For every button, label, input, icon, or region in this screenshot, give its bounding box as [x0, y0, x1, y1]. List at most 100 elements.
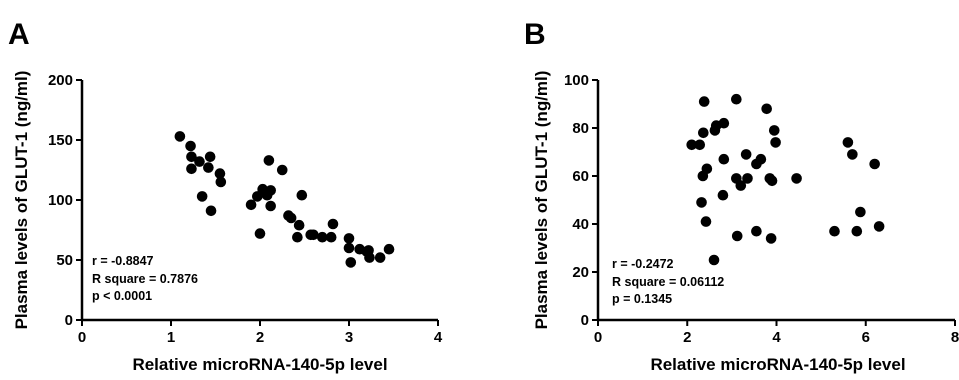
panel-b-x-tick-label: 6 [862, 329, 870, 346]
panel-a-data-point [205, 205, 217, 217]
panel-a-data-point [265, 185, 276, 196]
panel-b-data-point [873, 221, 885, 232]
panel-b-y-tick-label: 40 [572, 216, 589, 233]
panel-a-x-tick-label: 4 [434, 329, 443, 346]
panel-a-stat-p: p < 0.0001 [92, 289, 152, 303]
panel-a-y-tick-label: 0 [65, 312, 73, 329]
panel-b-data-point [717, 189, 729, 201]
panel-a-data-point [285, 212, 297, 224]
panel-a-data-point [374, 252, 386, 263]
panel-b-data-point [855, 206, 866, 218]
panel-b-y-tick-label: 80 [572, 120, 589, 137]
panel-b-data-point [686, 139, 698, 151]
panel-b-data-point [742, 173, 753, 184]
panel-b-data-point [735, 180, 747, 191]
panel-b-data-point [751, 225, 762, 237]
panel-b-y-tick-label: 60 [572, 168, 589, 185]
panel-b-data-point [700, 216, 712, 227]
panel-a-y-tick-label: 150 [48, 132, 73, 149]
panel-a-data-point [308, 229, 319, 241]
panel-b-x-tick-label: 2 [683, 329, 691, 346]
panel-b-data-point [869, 158, 880, 170]
panel-b-data-point [701, 163, 713, 175]
panel-b-stat-r-square: R square = 0.06112 [612, 275, 724, 289]
panel-a-data-point [196, 191, 208, 202]
panel-a-y-tick-label: 200 [48, 72, 73, 89]
panel-a-y-axis-title: Plasma levels of GLUT-1 (ng/ml) [12, 71, 31, 330]
panel-b-data-point [718, 153, 730, 165]
panel-a-data-point [327, 218, 339, 230]
panel-a-data-point [364, 252, 375, 263]
panel-a-data-point [214, 168, 226, 179]
panel-a-data-point [215, 176, 227, 188]
panel-a-data-point [296, 189, 308, 201]
panel-a-letter: A [8, 18, 30, 51]
panel-a-data-point [345, 257, 357, 268]
panel-a-data-point [263, 155, 275, 166]
panel-b-data-point [851, 225, 863, 237]
panel-a-data-point [174, 131, 186, 142]
panel-a-data-point [204, 151, 216, 163]
panel-b-x-tick-label: 8 [951, 329, 959, 346]
panel-b-data-point [696, 197, 707, 208]
panel-a-data-point [325, 231, 337, 243]
panel-b-data-point [731, 93, 742, 105]
panel-b-data-point [755, 153, 767, 165]
panel-a-x-axis-title: Relative microRNA-140-5p level [132, 355, 387, 374]
panel-a: A Plasma levels of GLUT-1 (ng/ml) Relati… [8, 18, 443, 374]
panel-a-x-tick-label: 0 [78, 329, 86, 346]
panel-b-data-point [718, 117, 730, 129]
panel-b-y-tick-label: 0 [581, 312, 589, 329]
panel-a-x-tick-label: 2 [256, 329, 264, 346]
panel-b: B Plasma levels of GLUT-1 (ng/ml) Relati… [524, 18, 959, 374]
panel-a-stat-r: r = -0.8847 [92, 254, 154, 268]
panel-b-y-tick-label: 20 [572, 264, 589, 281]
panel-b-data-point [761, 103, 772, 115]
panel-a-y-tick-label: 50 [56, 252, 73, 269]
panel-b-data-point [698, 96, 710, 107]
panel-a-data-point [292, 231, 303, 243]
panel-b-stat-r: r = -0.2472 [612, 257, 674, 271]
panel-a-data-point [276, 164, 288, 176]
panel-a-data-point [186, 163, 197, 175]
panel-b-data-point [694, 139, 706, 151]
panel-b-data-point [768, 125, 780, 136]
panel-a-x-tick-label: 3 [345, 329, 353, 346]
panel-b-points [686, 93, 885, 266]
panel-b-x-tick-label: 0 [594, 329, 602, 346]
panel-a-points [174, 131, 395, 268]
panel-b-x-axis-title: Relative microRNA-140-5p level [650, 355, 905, 374]
panel-b-stat-p: p = 0.1345 [612, 292, 672, 306]
panel-b-data-point [740, 149, 752, 160]
panel-a-data-point [185, 140, 196, 152]
panel-a-data-point [343, 233, 355, 244]
panel-b-data-point [766, 175, 778, 187]
panel-b-y-tick-label: 100 [564, 72, 589, 89]
panel-b-data-point [829, 225, 840, 237]
panel-a-data-point [194, 156, 205, 167]
panel-b-data-point [847, 149, 858, 160]
panel-b-data-point [765, 233, 777, 244]
panel-a-data-point [343, 242, 355, 254]
panel-a-data-point [245, 199, 257, 211]
panel-a-data-point [186, 151, 197, 163]
panel-a-x-tick-label: 1 [167, 329, 175, 346]
panel-b-data-point [698, 127, 709, 139]
panel-a-stat-r-square: R square = 0.7876 [92, 272, 198, 286]
panel-b-data-point [842, 137, 854, 148]
panel-b-y-axis-title: Plasma levels of GLUT-1 (ng/ml) [532, 71, 551, 330]
panel-b-letter: B [524, 18, 546, 51]
panel-b-data-point [731, 230, 743, 242]
panel-a-data-point [265, 200, 276, 212]
panel-a-data-point [203, 162, 214, 173]
panel-b-data-point [770, 137, 781, 148]
panel-b-x-tick-label: 4 [772, 329, 781, 346]
panel-b-data-point [791, 173, 802, 184]
panel-a-data-point [383, 243, 395, 255]
panel-a-data-point [293, 219, 305, 231]
panel-a-data-point [317, 231, 328, 243]
panel-a-data-point [254, 228, 266, 239]
